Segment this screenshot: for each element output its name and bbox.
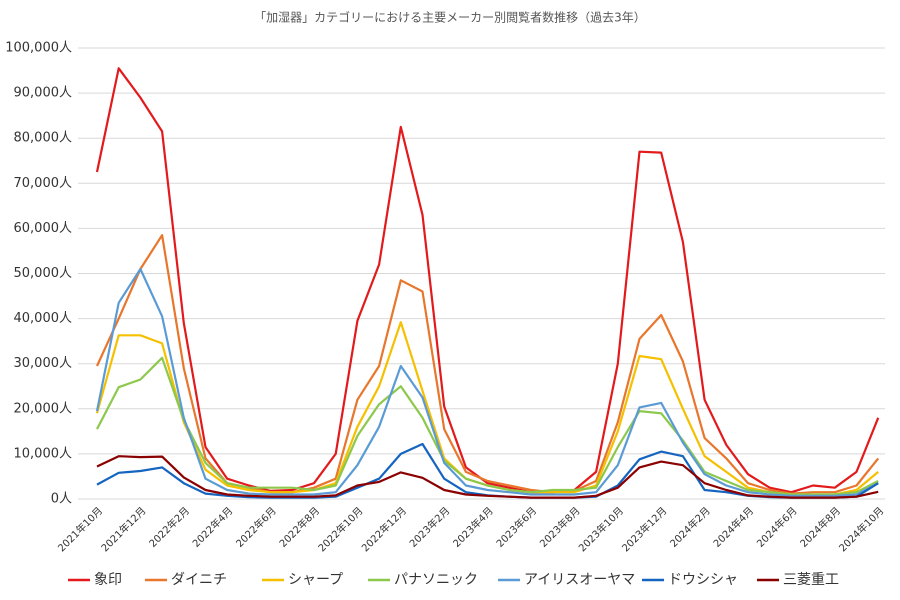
- y-tick-label: 10,000人: [14, 446, 73, 461]
- x-tick-label: 2022年6月: [233, 504, 279, 550]
- chart-title: 「加湿器」カテゴリーにおける主要メーカー別閲覧者数推移（過去3年）: [254, 10, 646, 25]
- series-line: [95, 267, 879, 497]
- x-tick-label: 2022年2月: [146, 504, 192, 550]
- x-tick-label: 2023年8月: [537, 504, 583, 550]
- legend-label: ドウシシャ: [668, 572, 738, 588]
- x-tick-label: 2021年12月: [98, 504, 148, 554]
- y-tick-label: 60,000人: [14, 221, 73, 236]
- y-tick-label: 20,000人: [14, 401, 73, 416]
- series-line: [96, 455, 879, 499]
- x-tick-label: 2023年2月: [407, 504, 453, 550]
- legend-label: 象印: [94, 572, 122, 588]
- legend-label: ダイニチ: [171, 572, 227, 588]
- x-tick-label: 2024年8月: [797, 504, 843, 550]
- y-tick-label: 80,000人: [14, 131, 73, 146]
- y-tick-label: 70,000人: [14, 176, 73, 191]
- y-tick-label: 40,000人: [14, 311, 73, 326]
- x-tick-label: 2022年8月: [276, 504, 322, 550]
- x-tick-label: 2024年10月: [836, 504, 886, 554]
- x-tick-label: 2022年4月: [190, 504, 236, 550]
- y-tick-label: 30,000人: [14, 356, 73, 371]
- legend-label: シャープ: [288, 572, 343, 588]
- y-tick-label: 50,000人: [14, 266, 73, 281]
- series-line: [95, 67, 880, 494]
- y-tick-label: 0人: [51, 492, 72, 507]
- x-tick-label: 2024年6月: [754, 504, 800, 550]
- legend-label: アイリスオーヤマ: [524, 572, 635, 588]
- x-tick-label: 2024年2月: [667, 504, 713, 550]
- x-tick-label: 2023年6月: [493, 504, 539, 550]
- x-tick-label: 2024年4月: [710, 504, 756, 550]
- x-tick-label: 2023年4月: [450, 504, 496, 550]
- x-tick-label: 2022年10月: [315, 504, 365, 554]
- x-tick-label: 2021年10月: [55, 504, 105, 554]
- legend-label: パナソニック: [394, 572, 478, 588]
- series-line: [96, 356, 879, 496]
- legend-label: 三菱重工: [783, 572, 839, 588]
- y-tick-label: 100,000人: [5, 41, 72, 56]
- x-tick-label: 2023年12月: [619, 504, 669, 554]
- x-tick-label: 2023年10月: [576, 504, 626, 554]
- y-tick-label: 90,000人: [14, 86, 73, 101]
- x-tick-label: 2022年12月: [359, 504, 409, 554]
